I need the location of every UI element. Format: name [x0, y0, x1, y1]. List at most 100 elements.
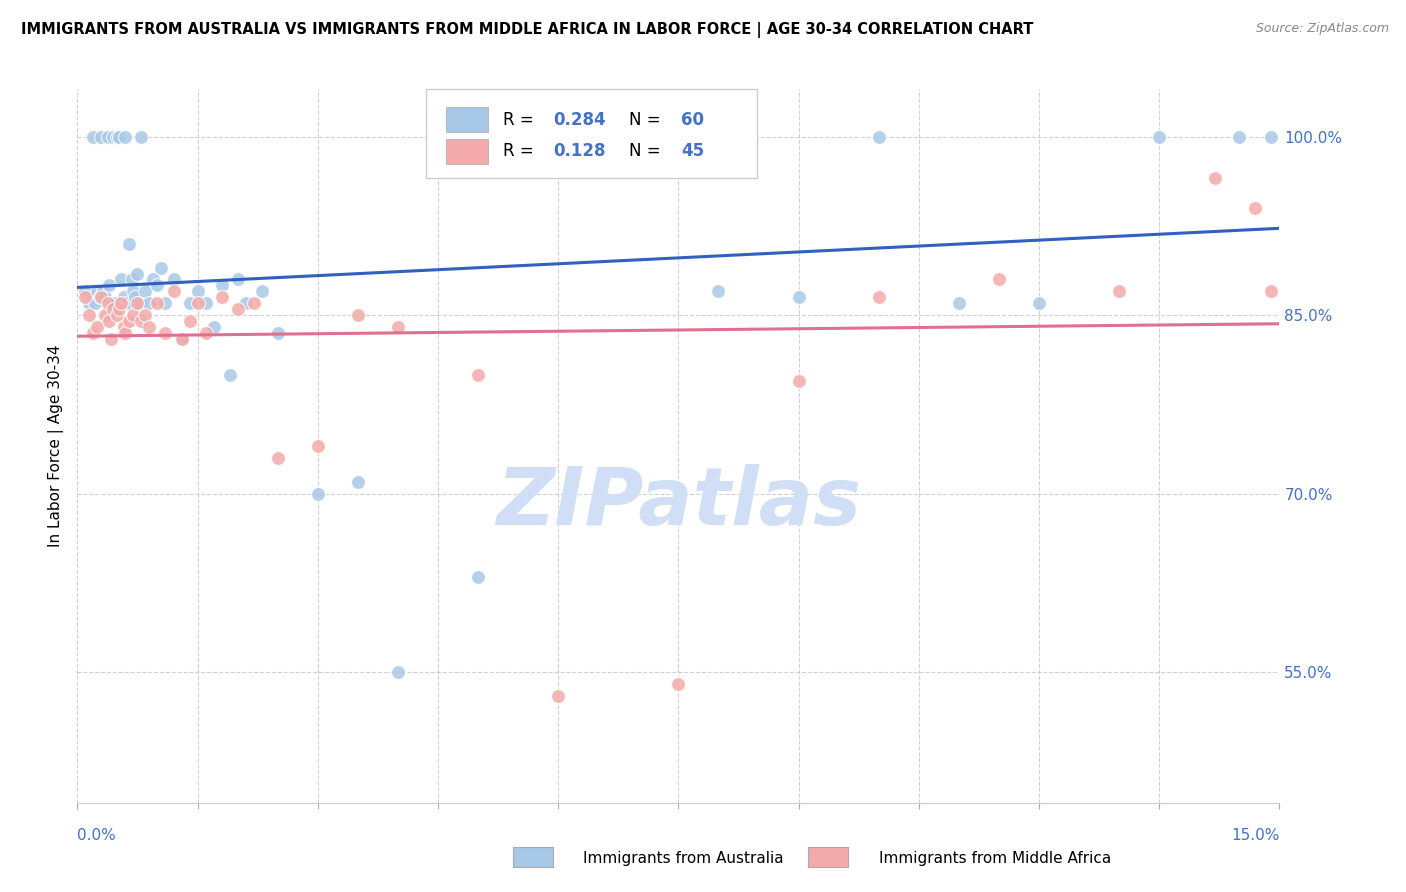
- Point: [1260, 285, 1282, 299]
- Point: [467, 368, 489, 382]
- Point: [307, 439, 329, 453]
- Point: [170, 332, 193, 346]
- Point: [82, 129, 104, 144]
- Point: [1244, 201, 1267, 215]
- Point: [114, 326, 136, 340]
- Point: [89, 290, 111, 304]
- Point: [112, 290, 135, 304]
- Point: [86, 320, 108, 334]
- Text: Immigrants from Australia: Immigrants from Australia: [583, 851, 785, 865]
- Point: [187, 296, 209, 310]
- Point: [226, 302, 249, 317]
- Point: [868, 129, 890, 144]
- Text: 0.128: 0.128: [554, 143, 606, 161]
- Point: [347, 308, 370, 322]
- Point: [118, 314, 141, 328]
- Point: [112, 320, 135, 334]
- Point: [115, 296, 138, 310]
- Point: [118, 236, 141, 251]
- Text: 45: 45: [681, 143, 704, 161]
- Point: [948, 296, 970, 310]
- Point: [82, 326, 104, 340]
- Point: [1229, 129, 1251, 144]
- Text: Source: ZipAtlas.com: Source: ZipAtlas.com: [1256, 22, 1389, 36]
- Point: [79, 296, 101, 310]
- Point: [86, 285, 108, 299]
- Point: [134, 308, 156, 322]
- Point: [100, 296, 122, 310]
- Point: [387, 320, 409, 334]
- Text: ZIPatlas: ZIPatlas: [496, 464, 860, 542]
- Point: [787, 374, 810, 388]
- Point: [75, 290, 97, 304]
- Point: [218, 368, 240, 382]
- Point: [104, 296, 127, 310]
- Point: [127, 296, 149, 310]
- Point: [98, 314, 121, 328]
- Point: [1149, 129, 1171, 144]
- Point: [122, 285, 145, 299]
- Point: [107, 308, 129, 322]
- Point: [187, 285, 209, 299]
- Point: [124, 290, 146, 304]
- Point: [1204, 171, 1226, 186]
- Point: [94, 308, 117, 322]
- Point: [103, 302, 125, 317]
- Point: [79, 308, 101, 322]
- FancyBboxPatch shape: [446, 107, 488, 132]
- Point: [1108, 285, 1130, 299]
- Point: [194, 296, 217, 310]
- Point: [103, 129, 125, 144]
- Point: [162, 285, 184, 299]
- Text: Immigrants from Middle Africa: Immigrants from Middle Africa: [879, 851, 1111, 865]
- FancyBboxPatch shape: [426, 89, 756, 178]
- Point: [179, 314, 201, 328]
- Point: [235, 296, 257, 310]
- Point: [387, 665, 409, 679]
- Point: [146, 278, 169, 293]
- Point: [131, 314, 153, 328]
- Point: [134, 285, 156, 299]
- Point: [467, 570, 489, 584]
- Point: [75, 285, 97, 299]
- Point: [347, 475, 370, 489]
- Point: [194, 326, 217, 340]
- Point: [787, 290, 810, 304]
- Point: [110, 272, 132, 286]
- Point: [868, 290, 890, 304]
- Point: [100, 332, 122, 346]
- FancyBboxPatch shape: [446, 139, 488, 164]
- Point: [211, 278, 233, 293]
- Point: [97, 296, 120, 310]
- Point: [162, 272, 184, 286]
- Point: [90, 290, 112, 304]
- Point: [267, 450, 290, 465]
- Point: [97, 129, 120, 144]
- Point: [127, 267, 149, 281]
- Text: 0.284: 0.284: [554, 111, 606, 128]
- Point: [142, 272, 165, 286]
- Point: [108, 302, 131, 317]
- Text: 0.0%: 0.0%: [77, 829, 117, 843]
- Point: [250, 285, 273, 299]
- Point: [122, 308, 145, 322]
- Point: [1028, 296, 1050, 310]
- Point: [108, 129, 131, 144]
- Point: [128, 296, 150, 310]
- Point: [121, 272, 143, 286]
- Point: [91, 285, 114, 299]
- Point: [90, 129, 112, 144]
- Point: [80, 290, 103, 304]
- Point: [988, 272, 1011, 286]
- Point: [107, 129, 129, 144]
- Point: [114, 129, 136, 144]
- Point: [98, 278, 121, 293]
- Point: [155, 326, 177, 340]
- Point: [179, 296, 201, 310]
- Point: [150, 260, 173, 275]
- Point: [84, 296, 107, 310]
- Point: [307, 486, 329, 500]
- Point: [138, 320, 160, 334]
- Point: [707, 285, 730, 299]
- Text: 60: 60: [681, 111, 704, 128]
